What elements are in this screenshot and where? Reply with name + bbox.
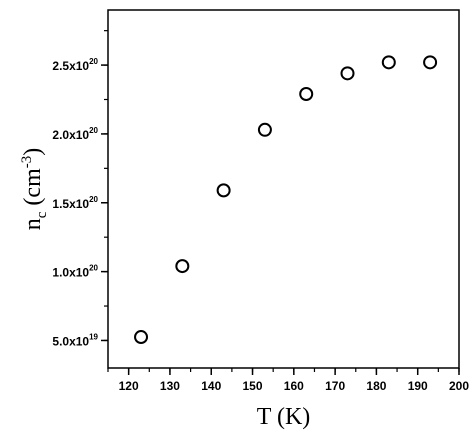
- data-point: [381, 55, 396, 70]
- data-point: [257, 122, 272, 137]
- data-point: [175, 259, 190, 274]
- plot-frame: [107, 9, 460, 369]
- data-point: [423, 55, 438, 70]
- x-tick-label: 120: [119, 379, 139, 393]
- data-point: [216, 183, 231, 198]
- x-tick-label: 190: [408, 379, 428, 393]
- data-point: [134, 330, 149, 345]
- y-tick-label-mantissa: 1.5x10: [52, 197, 89, 211]
- y-tick-label: 1.0x1020: [52, 264, 98, 280]
- data-point: [340, 66, 355, 81]
- y-tick-label: 2.5x1020: [52, 57, 98, 73]
- y-tick-label: 2.0x1020: [52, 126, 98, 142]
- data-points: [134, 55, 438, 345]
- y-axis-label-base: n: [20, 218, 46, 230]
- x-axis-label: T (K): [257, 404, 311, 430]
- y-tick-label-exponent: 20: [89, 126, 98, 135]
- y-axis-label-units-open: (cm: [20, 168, 46, 206]
- x-tick-label: 140: [201, 379, 221, 393]
- y-axis-label-subscript: c: [34, 211, 50, 218]
- x-axis-ticks: 120 130 140 150 160 170 180 190 200: [107, 368, 469, 393]
- x-tick-label: 150: [243, 379, 263, 393]
- x-tick-label: 160: [284, 379, 304, 393]
- y-tick-label-mantissa: 2.0x10: [52, 128, 89, 142]
- y-axis-label-superscript: -3: [19, 156, 35, 169]
- data-point: [299, 86, 314, 101]
- y-axis-label: nc (cm-3): [19, 148, 50, 230]
- y-tick-label-mantissa: 2.5x10: [52, 59, 89, 73]
- y-tick-label-exponent: 19: [89, 332, 98, 341]
- x-tick-label: 180: [366, 379, 386, 393]
- y-axis-label-units-close: ): [20, 148, 46, 156]
- y-tick-label-exponent: 20: [89, 57, 98, 66]
- y-tick-label-mantissa: 5.0x10: [52, 334, 89, 348]
- y-tick-label-exponent: 20: [89, 264, 98, 273]
- x-tick-label: 130: [160, 379, 180, 393]
- x-tick-label: 170: [325, 379, 345, 393]
- x-tick-label: 200: [449, 379, 469, 393]
- y-tick-label-mantissa: 1.0x10: [52, 266, 89, 280]
- y-tick-label-exponent: 20: [89, 195, 98, 204]
- y-tick-label: 5.0x1019: [52, 332, 98, 348]
- y-tick-label: 1.5x1020: [52, 195, 98, 211]
